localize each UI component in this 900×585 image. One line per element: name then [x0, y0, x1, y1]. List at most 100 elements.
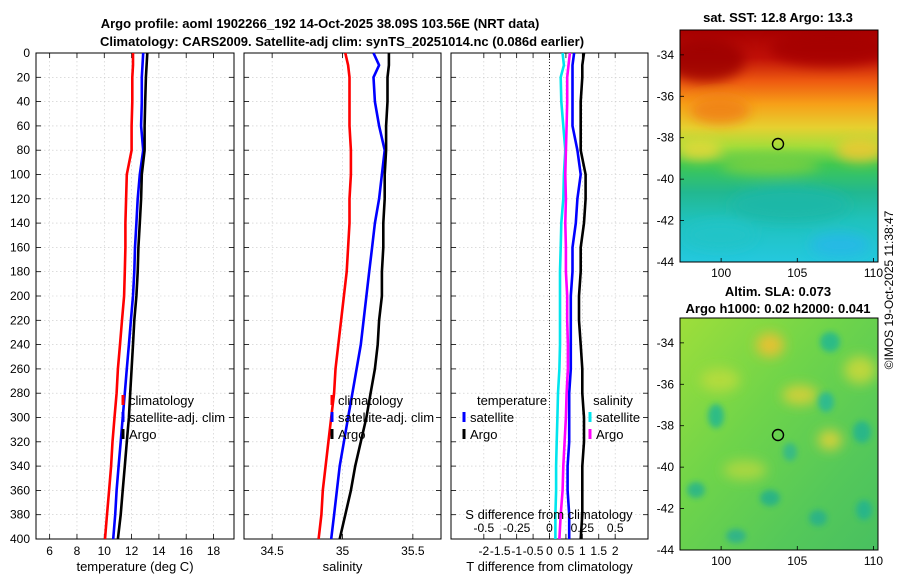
map-y-tick-label: -40	[657, 460, 675, 474]
y-tick-label: 360	[10, 483, 30, 497]
temp-climatology-line	[103, 53, 135, 540]
y-tick-label: 100	[10, 168, 30, 182]
map-y-tick-label: -34	[657, 336, 675, 350]
map-y-tick-label: -44	[657, 543, 675, 557]
sal-legend-label: climatology	[338, 393, 404, 408]
sla-argo-marker	[771, 428, 785, 442]
map-x-tick-label: 110	[864, 554, 883, 568]
y-tick-label: 80	[17, 143, 31, 157]
map-y-tick-label: -42	[657, 214, 675, 228]
map-x-tick-label: 110	[864, 266, 883, 280]
x-tick-label: 18	[207, 544, 221, 558]
map-y-tick-label: -40	[657, 172, 675, 186]
sst-map-title: sat. SST: 12.8 Argo: 13.3	[703, 10, 853, 25]
y-tick-label: 60	[17, 119, 31, 133]
x-axis-label: T difference from climatology	[466, 559, 633, 574]
diff-legend-label: satellite	[470, 410, 514, 425]
temperature-panel: 6 8 10 12 14 16 18 temperature (deg C) 0 20 40 60 80…	[10, 46, 235, 574]
x-axis-label: temperature (deg C)	[76, 559, 193, 574]
sal-argo-line	[338, 53, 391, 540]
map-x-tick-label: 105	[787, 554, 807, 568]
y-tick-label: 300	[10, 411, 30, 425]
difference-panel: -2 -1.5 -1 -0.5 0 0.5 1 1.5 2T difference from c…	[450, 52, 649, 574]
copyright-label: ©IMOS 19-Oct-2025 11:38:47	[882, 210, 896, 369]
sst-map: sat. SST: 12.8 Argo: 13.3 100 105 110 -34 -3…	[657, 10, 884, 280]
x-tick-label: -1	[511, 544, 522, 558]
x-tick-label: -2	[478, 544, 489, 558]
x-tick-label: 1.5	[590, 544, 607, 558]
x2-tick-label: 0.25	[571, 521, 595, 535]
map-y-tick-label: -36	[657, 89, 675, 103]
x-tick-label: 6	[46, 544, 53, 558]
y-tick-label: 260	[10, 362, 30, 376]
y-tick-label: 240	[10, 338, 30, 352]
diff-legend-label: Argo	[470, 427, 497, 442]
x2-tick-label: 0	[546, 521, 553, 535]
x-tick-label: 12	[125, 544, 139, 558]
x-tick-label: 2	[612, 544, 619, 558]
sla-map-subtitle: Argo h1000: 0.02 h2000: 0.041	[686, 301, 871, 316]
x-tick-label: 14	[152, 544, 166, 558]
x2-tick-label: -0.5	[473, 521, 494, 535]
diff-s-satellite-line	[554, 52, 567, 539]
y-tick-label: 120	[10, 192, 30, 206]
temp-argo-line	[116, 52, 149, 540]
sla-field	[680, 318, 878, 550]
map-x-tick-label: 100	[711, 266, 731, 280]
diff-t-argo-line	[577, 52, 587, 540]
sal-legend-label: satellite-adj. clim	[338, 410, 434, 425]
diff-legend-label: satellite	[596, 410, 640, 425]
y-tick-label: 280	[10, 386, 30, 400]
map-y-tick-label: -42	[657, 502, 675, 516]
x-tick-label: 16	[180, 544, 194, 558]
y-tick-label: 180	[10, 265, 30, 279]
map-x-tick-label: 105	[787, 266, 807, 280]
diff-s-argo-line	[558, 52, 572, 540]
map-y-tick-label: -38	[657, 131, 675, 145]
y-tick-label: 340	[10, 459, 30, 473]
map-y-tick-label: -38	[657, 419, 675, 433]
y-tick-label: 380	[10, 508, 30, 522]
figure-title-line2: Climatology: CARS2009. Satellite-adj cli…	[100, 34, 584, 49]
sst-argo-marker	[771, 137, 785, 151]
x-tick-label: 34.5	[260, 544, 284, 558]
temp-legend-label: climatology	[129, 393, 195, 408]
map-y-tick-label: -44	[657, 255, 675, 269]
map-y-tick-label: -34	[657, 48, 675, 62]
sla-map-title: Altim. SLA: 0.073	[725, 284, 831, 299]
diff-legend-label: Argo	[596, 427, 623, 442]
sal-climatology-line	[317, 52, 353, 540]
y-tick-label: 0	[23, 46, 30, 60]
x-tick-label: -0.5	[523, 544, 544, 558]
x-tick-label: 10	[98, 544, 112, 558]
y-tick-label: 400	[10, 532, 30, 546]
figure-title-line1: Argo profile: aoml 1902266_192 14-Oct-20…	[101, 16, 540, 31]
x-tick-label: -1.5	[490, 544, 511, 558]
sal-legend-label: Argo	[338, 427, 365, 442]
x2-tick-label: 0.5	[607, 521, 624, 535]
y-tick-label: 200	[10, 289, 30, 303]
x-tick-label: 8	[74, 544, 81, 558]
temp-legend-label: Argo	[129, 427, 156, 442]
diff-t-satellite-line	[566, 52, 583, 539]
map-x-tick-label: 100	[711, 554, 731, 568]
sal-satellite-line	[329, 52, 387, 540]
x-tick-label: 1	[579, 544, 586, 558]
y-tick-label: 140	[10, 216, 30, 230]
x-axis-label: salinity	[323, 559, 363, 574]
y-tick-label: 160	[10, 240, 30, 254]
temp-legend-label: satellite-adj. clim	[129, 410, 225, 425]
diff-legend-title-s: salinity	[593, 393, 633, 408]
x2-axis-label: S difference from climatology	[465, 507, 633, 522]
sla-map: Altim. SLA: 0.073 Argo h1000: 0.02 h2000…	[657, 284, 884, 568]
x-tick-label: 0	[546, 544, 553, 558]
y-tick-label: 220	[10, 313, 30, 327]
temp-satellite-line	[111, 52, 145, 540]
x-tick-label: 35	[336, 544, 350, 558]
y-tick-label: 320	[10, 435, 30, 449]
y-tick-label: 20	[17, 70, 31, 84]
x-tick-label: 35.5	[401, 544, 425, 558]
diff-legend-title-t: temperature	[477, 393, 547, 408]
y-tick-label: 40	[17, 95, 31, 109]
